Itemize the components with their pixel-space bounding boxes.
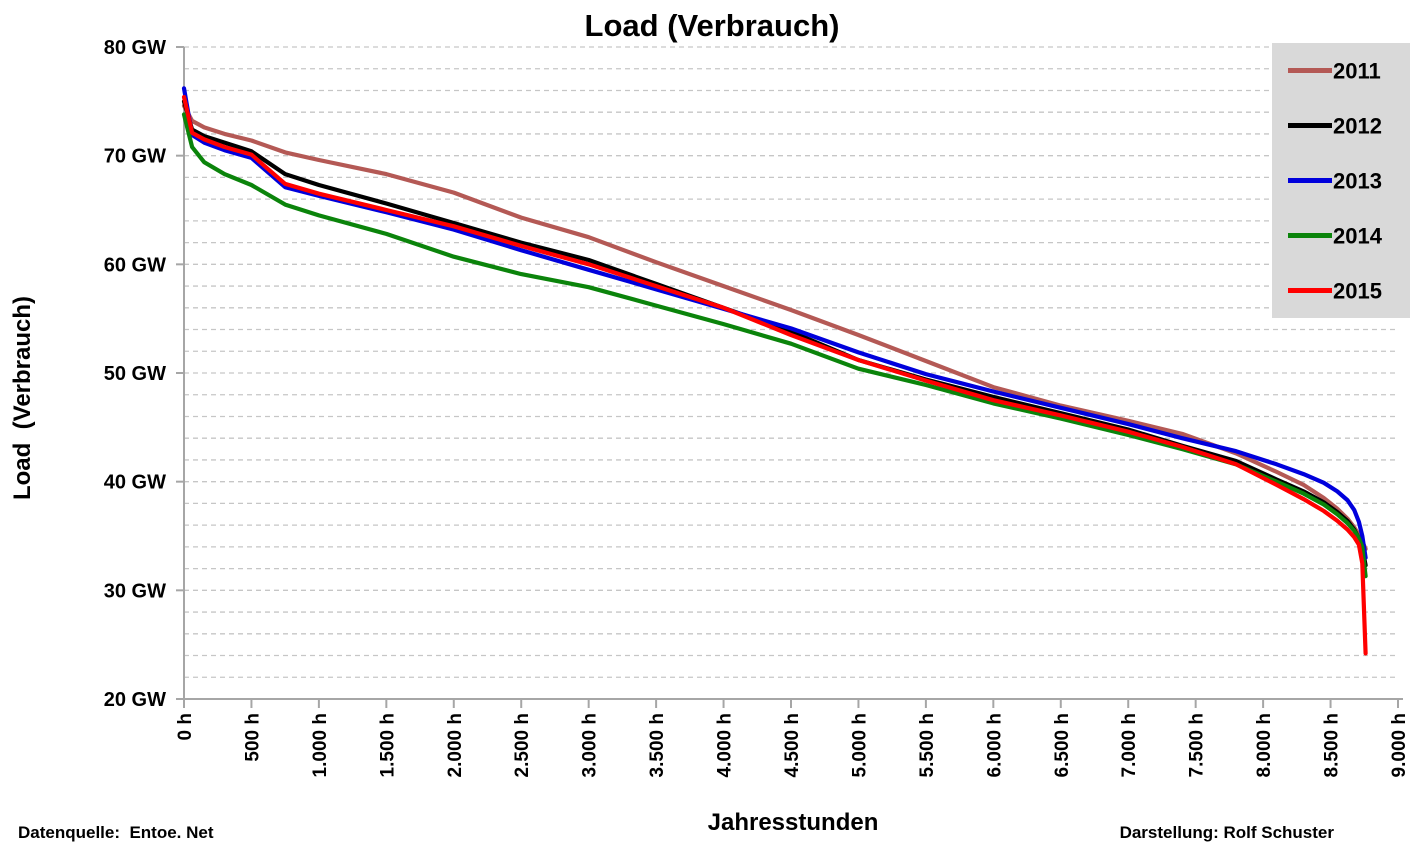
y-axis-title: Load (Verbrauch) [9,296,36,500]
x-axis-title: Jahresstunden [708,809,879,836]
y-tick-label: 30 GW [104,580,166,602]
axes [176,46,1403,708]
legend: 2011 2012 2013 2014 2015 [1272,43,1410,318]
y-tick-label: 20 GW [104,689,166,711]
series-line-2014 [181,112,1368,579]
y-tick-label: 70 GW [104,146,166,168]
series-line-2015 [181,94,1368,656]
x-tick-label: 1.500 h [377,713,398,777]
legend-label-2015: 2015 [1333,279,1382,304]
x-tick-label: 4.000 h [715,713,736,777]
footer-datenquelle: Datenquelle: Entoe. Net [18,823,214,842]
series-lines [181,86,1368,656]
x-tick-label: 8.500 h [1322,713,1343,777]
y-tick-label: 40 GW [104,472,166,494]
gridlines [184,46,1398,678]
x-tick-label: 8.000 h [1254,713,1275,777]
legend-label-2014: 2014 [1333,224,1383,249]
legend-label-2011: 2011 [1333,59,1381,84]
legend-label-2013: 2013 [1333,169,1382,194]
legend-label-2012: 2012 [1333,114,1382,139]
x-tick-label: 6.000 h [984,713,1005,777]
x-tick-label: 3.500 h [647,713,668,777]
x-tick-label: 7.500 h [1187,713,1208,777]
y-tick-label: 80 GW [104,37,166,59]
x-tick-label: 500 h [242,713,263,762]
y-tick-label: 60 GW [104,254,166,276]
chart-title: Load (Verbrauch) [585,8,840,43]
footer-darstellung: Darstellung: Rolf Schuster [1120,823,1335,842]
x-tick-label: 2.000 h [445,713,466,777]
x-axis-tick-labels: 0 h 500 h 1.000 h 1.500 h 2.000 h 2.500 h 3.00… [175,713,1410,777]
x-tick-label: 7.000 h [1119,713,1140,777]
x-tick-label: 4.500 h [782,713,803,777]
x-tick-label: 3.000 h [580,713,601,777]
y-axis-tick-labels: 80 GW 70 GW 60 GW 50 GW 40 GW 30 GW 20 GW [104,37,166,711]
x-tick-label: 5.500 h [917,713,938,777]
series-line-2011 [181,103,1368,552]
y-tick-label: 50 GW [104,363,166,385]
x-tick-label: 1.000 h [310,713,331,777]
series-line-2013 [181,86,1368,560]
x-tick-label: 6.500 h [1052,713,1073,777]
x-tick-label: 0 h [175,713,196,740]
x-tick-label: 2.500 h [512,713,533,777]
x-tick-label: 9.000 h [1389,713,1410,777]
x-tick-label: 5.000 h [849,713,870,777]
